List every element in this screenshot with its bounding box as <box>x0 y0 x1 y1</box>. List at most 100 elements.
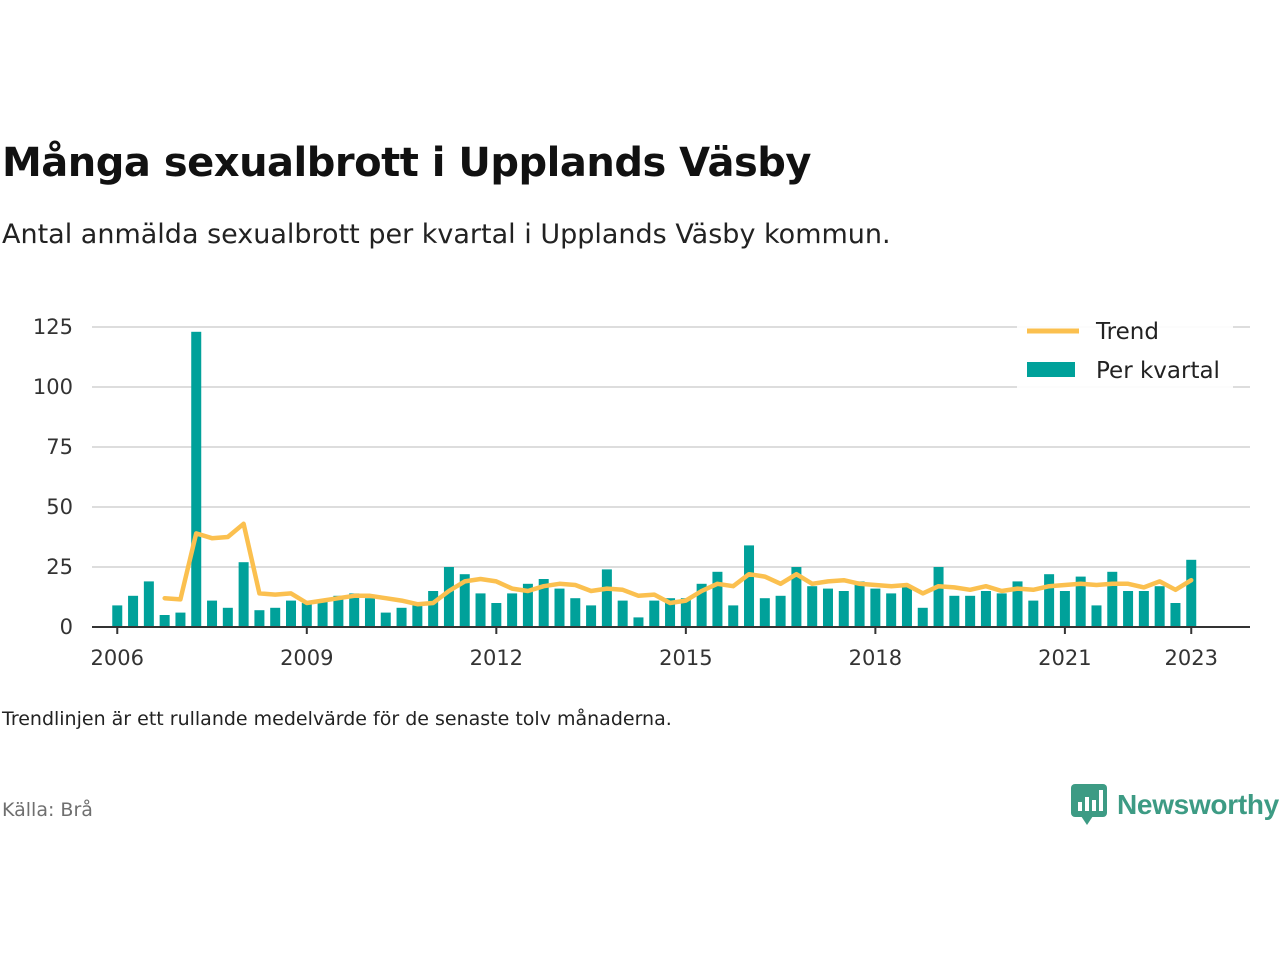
bar <box>980 591 991 627</box>
bar <box>286 600 297 627</box>
trend-series <box>162 521 1194 607</box>
x-tick-label: 2021 <box>1038 646 1091 670</box>
x-tick-label: 2009 <box>280 646 333 670</box>
bar <box>1123 591 1134 627</box>
bar <box>649 600 660 627</box>
bar <box>459 574 470 627</box>
legend-bar-swatch <box>1027 362 1075 377</box>
bar <box>759 598 770 627</box>
bar <box>570 598 581 627</box>
bar <box>380 612 391 627</box>
bar <box>191 331 202 627</box>
bar <box>554 588 565 627</box>
bar <box>680 598 691 627</box>
bar <box>791 567 802 627</box>
bar <box>917 607 928 627</box>
bar <box>1012 581 1023 627</box>
legend-bar-label: Per kvartal <box>1096 358 1220 384</box>
legend-trend-label: Trend <box>1095 319 1159 345</box>
legend-background <box>1017 312 1233 394</box>
bar <box>949 595 960 627</box>
y-tick-label: 125 <box>33 315 73 339</box>
bar <box>696 583 707 627</box>
brand-name: Newsworthy <box>1117 789 1279 820</box>
bar <box>254 610 265 627</box>
bar <box>475 593 486 627</box>
bar <box>364 598 375 627</box>
bar <box>617 600 628 627</box>
bar <box>207 600 218 627</box>
bar <box>822 588 833 627</box>
bar <box>1091 605 1102 627</box>
bar <box>412 605 423 627</box>
bar <box>1044 574 1055 627</box>
bar <box>175 612 186 627</box>
bar <box>728 605 739 627</box>
bar <box>143 581 154 627</box>
bar <box>1107 571 1118 627</box>
bar <box>965 595 976 627</box>
bar <box>601 569 612 627</box>
bar-series <box>112 331 1197 627</box>
y-tick-label: 0 <box>60 615 73 639</box>
bar <box>633 617 644 627</box>
bar <box>1154 586 1165 627</box>
bar <box>1170 603 1181 627</box>
bar <box>301 603 312 627</box>
x-tick-label: 2015 <box>659 646 712 670</box>
chart-title: Många sexualbrott i Upplands Väsby <box>2 140 811 186</box>
bar <box>838 591 849 627</box>
chart-note: Trendlinjen är ett rullande medelvärde f… <box>2 708 672 730</box>
chart-subtitle: Antal anmälda sexualbrott per kvartal i … <box>2 219 891 250</box>
x-tick-label: 2018 <box>849 646 902 670</box>
bar <box>112 605 123 627</box>
bar <box>1028 600 1039 627</box>
bar <box>349 593 360 627</box>
bar <box>1075 576 1086 627</box>
source-credit: Källa: Brå <box>2 799 93 821</box>
bar <box>333 595 344 627</box>
bar <box>522 583 533 627</box>
newsworthy-chart-bubble-icon <box>1071 784 1107 825</box>
bar <box>428 591 439 627</box>
y-tick-label: 25 <box>46 555 73 579</box>
bar <box>317 600 328 627</box>
x-axis: 2006 2009 2012 2015 2018 2021 2023 <box>91 626 1250 670</box>
trend-line <box>162 521 1194 607</box>
bar <box>586 605 597 627</box>
y-tick-label: 75 <box>46 435 73 459</box>
bar <box>744 545 755 627</box>
bar <box>491 603 502 627</box>
bar <box>396 607 407 627</box>
bar <box>507 593 518 627</box>
x-tick-label: 2006 <box>91 646 144 670</box>
bar <box>775 595 786 627</box>
bar <box>128 595 139 627</box>
bar <box>712 571 723 627</box>
bar <box>159 615 170 627</box>
bar <box>1138 591 1149 627</box>
bar <box>222 607 233 627</box>
x-tick-label: 2023 <box>1165 646 1218 670</box>
brand-logo: Newsworthy <box>1071 784 1279 826</box>
x-tick-label: 2012 <box>470 646 523 670</box>
bar <box>870 588 881 627</box>
bar <box>901 586 912 627</box>
legend: Trend Per kvartal <box>1017 312 1233 394</box>
bar <box>270 607 281 627</box>
bar <box>538 579 549 627</box>
bar <box>665 598 676 627</box>
bar <box>1059 591 1070 627</box>
bar <box>1186 559 1197 627</box>
bar <box>807 586 818 627</box>
bar <box>854 581 865 627</box>
y-axis-tick-labels: 0 25 50 75 100 125 <box>33 315 73 639</box>
bar <box>443 567 454 627</box>
y-tick-label: 100 <box>33 375 73 399</box>
bar <box>238 562 249 627</box>
bar <box>996 593 1007 627</box>
y-tick-label: 50 <box>46 495 73 519</box>
bar <box>933 567 944 627</box>
bar <box>886 593 897 627</box>
